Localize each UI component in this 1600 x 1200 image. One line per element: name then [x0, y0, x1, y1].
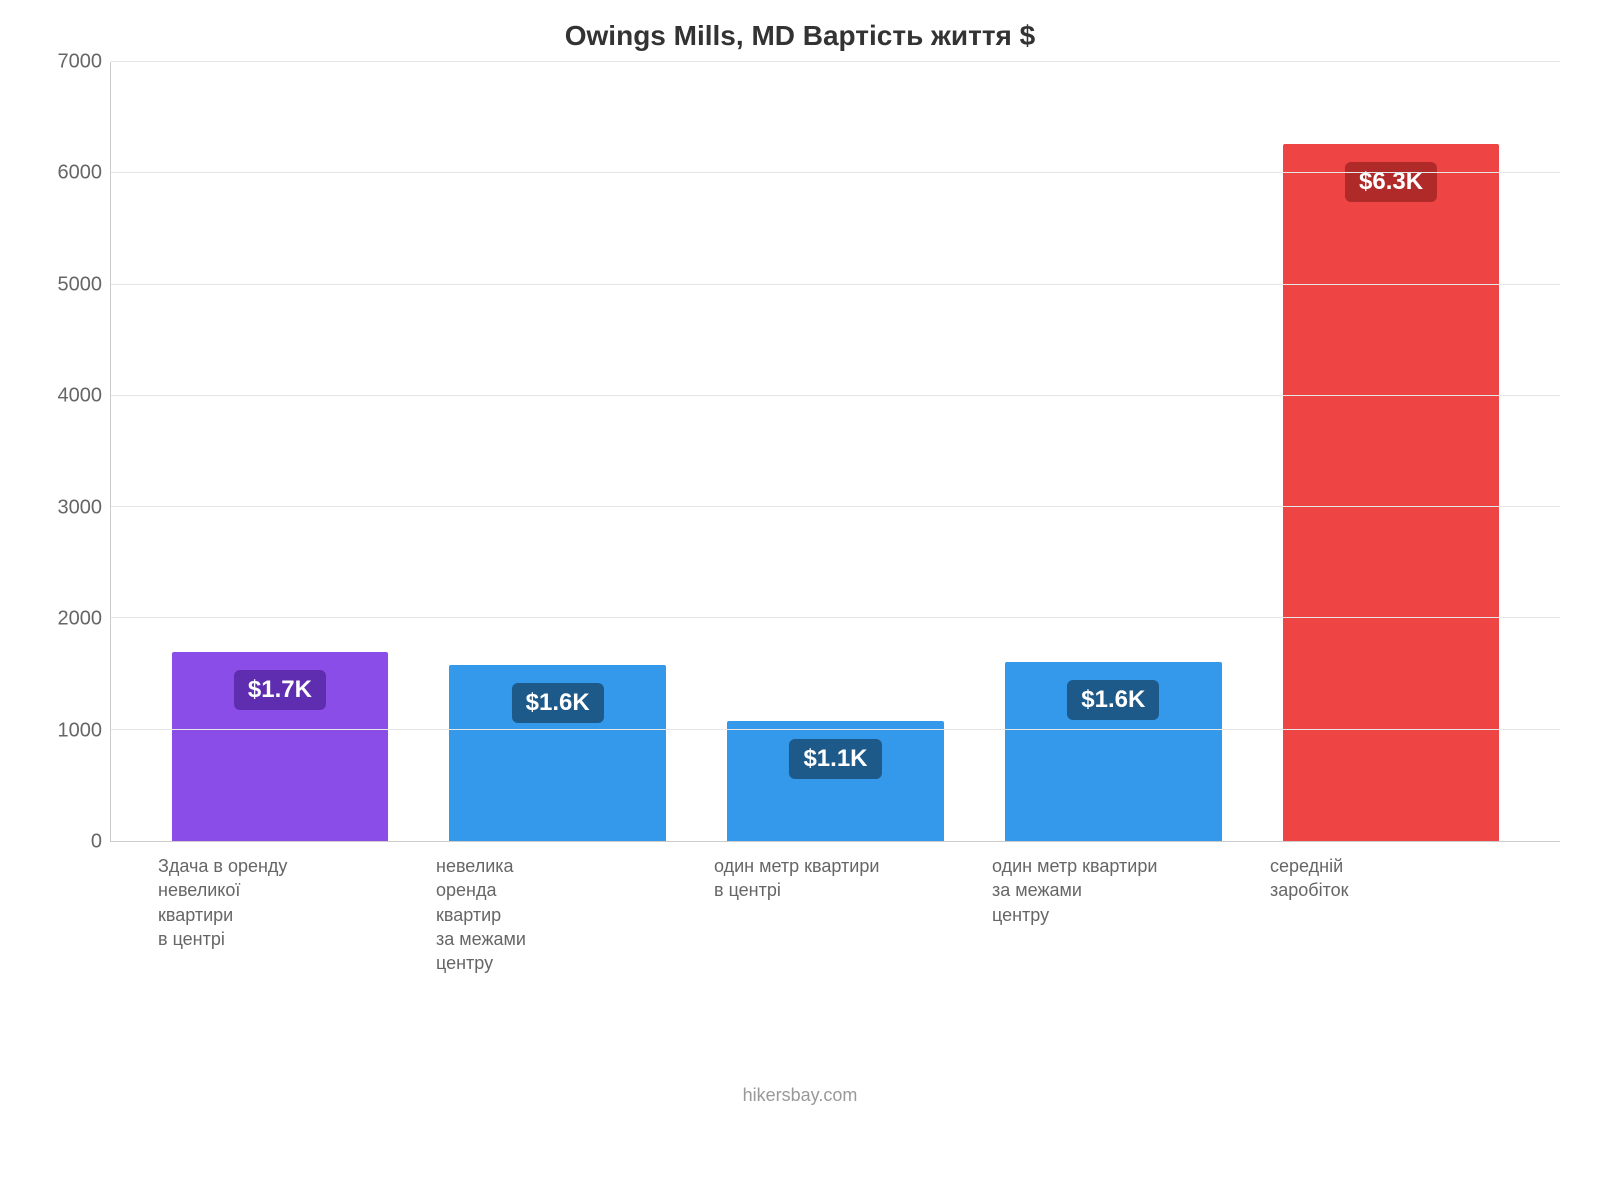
y-tick: 1000 [58, 719, 103, 742]
y-tick: 4000 [58, 385, 103, 408]
bar-value-label: $1.1K [789, 739, 881, 779]
y-tick: 7000 [58, 51, 103, 74]
x-label: невелика оренда квартир за межами центру [418, 854, 696, 975]
bar-value-label: $1.7K [234, 670, 326, 710]
bar-value-label: $6.3K [1345, 162, 1437, 202]
bar-slot: $6.3K [1252, 62, 1530, 841]
x-axis: Здача в оренду невеликої квартири в цент… [40, 854, 1560, 975]
x-label: Здача в оренду невеликої квартири в цент… [140, 854, 418, 975]
bar-value-label: $1.6K [512, 683, 604, 723]
bar-slot: $1.6K [419, 62, 697, 841]
chart-footer: hikersbay.com [40, 1085, 1560, 1106]
x-labels: Здача в оренду невеликої квартири в цент… [110, 854, 1560, 975]
chart-title: Owings Mills, MD Вартість життя $ [40, 20, 1560, 52]
bar-value-label: $1.6K [1067, 680, 1159, 720]
grid-line [111, 172, 1560, 173]
grid-line [111, 617, 1560, 618]
y-tick: 5000 [58, 273, 103, 296]
grid-line [111, 284, 1560, 285]
bar-slot: $1.1K [697, 62, 975, 841]
bar: $1.6K [1005, 662, 1222, 841]
grid-line [111, 61, 1560, 62]
y-axis: 01000200030004000500060007000 [40, 62, 110, 842]
grid-line [111, 729, 1560, 730]
chart-container: Owings Mills, MD Вартість життя $ 0 1000 2… [0, 0, 1600, 1200]
bar: $6.3K [1283, 144, 1500, 841]
plot-row: 01000200030004000500060007000 $1.7K$1.6K… [40, 62, 1560, 842]
x-label: середній заробіток [1252, 854, 1530, 975]
y-tick: 6000 [58, 162, 103, 185]
bar: $1.6K [449, 665, 666, 841]
bar-slot: $1.6K [974, 62, 1252, 841]
x-label: один метр квартири за межами центру [974, 854, 1252, 975]
bar-slot: $1.7K [141, 62, 419, 841]
grid-line [111, 395, 1560, 396]
grid-line [111, 506, 1560, 507]
bars-layer: $1.7K $1.6K $1.1K $1.6K $6.3K [111, 62, 1560, 841]
y-tick: 3000 [58, 496, 103, 519]
x-label: один метр квартири в центрі [696, 854, 974, 975]
bar: $1.1K [727, 721, 944, 841]
bar: $1.7K [172, 652, 389, 841]
y-tick: 2000 [58, 608, 103, 631]
plot-area: $1.7K $1.6K $1.1K $1.6K $6.3K [110, 62, 1560, 842]
y-tick: 0 [91, 831, 102, 854]
